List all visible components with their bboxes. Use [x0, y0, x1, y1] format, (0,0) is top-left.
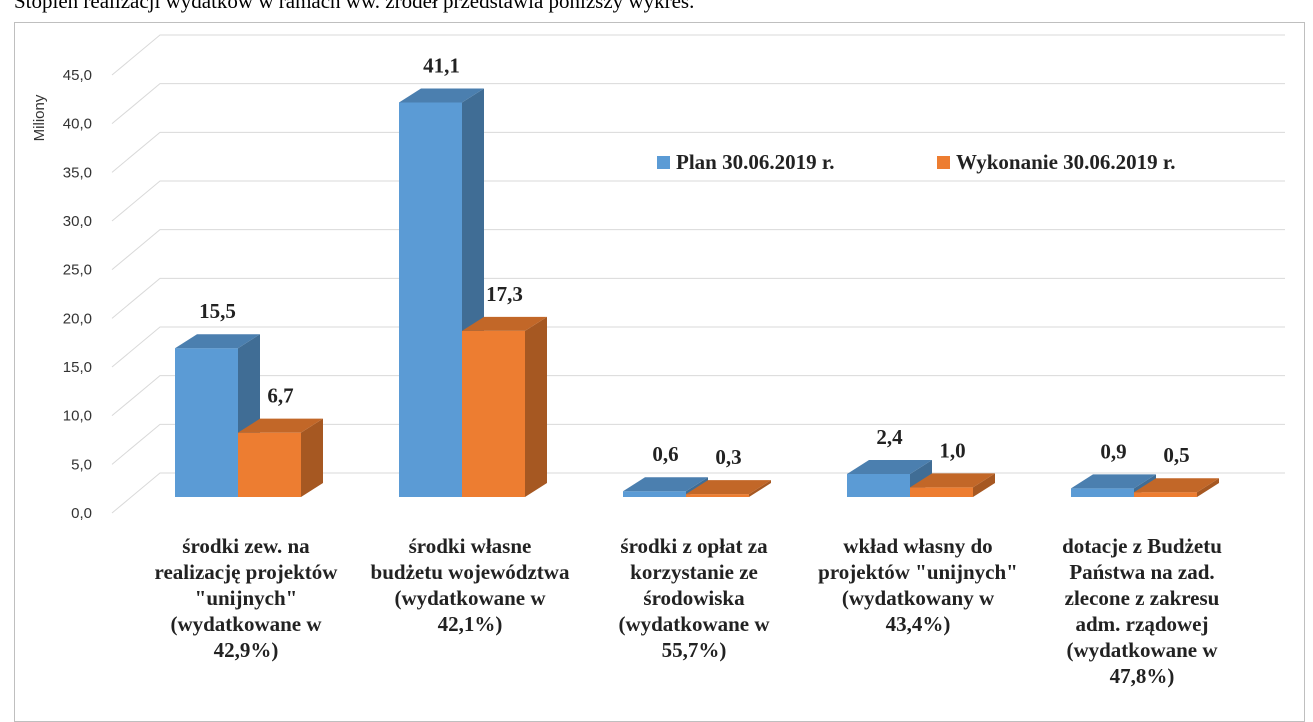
bar-side: [973, 473, 995, 497]
bar: [238, 432, 301, 497]
x-tick-label: środki zew. na realizację projektów "uni…: [154, 534, 338, 662]
x-tick-label: wkład własny do projektów "unijnych" (wy…: [818, 534, 1018, 636]
bar-top: [623, 477, 708, 492]
bar-top: [847, 459, 932, 474]
legend-swatch: [657, 156, 670, 169]
y-tick-label: 5,0: [71, 456, 92, 473]
bar-top: [399, 88, 484, 103]
bar: [910, 487, 973, 497]
bar-side: [301, 418, 323, 497]
y-tick-label: 45,0: [63, 67, 92, 84]
value-label: 0,6: [652, 442, 678, 466]
value-label: 2,4: [876, 425, 903, 449]
legend-swatch: [937, 156, 950, 169]
y-tick-label: 35,0: [63, 164, 92, 181]
bar-top: [1071, 474, 1156, 489]
x-tick-label: dotacje z Budżetu Państwa na zad. zlecon…: [1062, 534, 1222, 688]
bar: [462, 330, 525, 497]
grid-line: [111, 375, 1285, 417]
bar-top: [175, 334, 260, 349]
value-label: 15,5: [199, 299, 236, 323]
value-label: 0,3: [715, 445, 741, 469]
grid-line: [111, 131, 1285, 173]
value-label: 1,0: [939, 438, 965, 462]
x-tick-label: środki z opłat za korzystanie ze środowi…: [618, 534, 770, 662]
y-tick-label: 20,0: [63, 310, 92, 327]
legend-label: Wykonanie 30.06.2019 r.: [956, 150, 1176, 174]
y-tick-label: 15,0: [63, 359, 92, 376]
bar-side: [525, 316, 547, 497]
y-tick-label: 0,0: [71, 505, 92, 522]
y-tick-label: 25,0: [63, 262, 92, 279]
bar-top: [686, 480, 771, 495]
value-label: 17,3: [486, 282, 523, 306]
bar: [1134, 492, 1197, 497]
value-label: 0,5: [1163, 443, 1189, 467]
bar: [399, 102, 462, 497]
value-label: 0,9: [1100, 439, 1126, 463]
grid-line: [111, 423, 1285, 465]
grid-line: [111, 34, 1285, 76]
grid-line: [111, 83, 1285, 125]
value-label: 41,1: [423, 53, 460, 77]
x-tick-label: środki własne budżetu województwa (wydat…: [370, 534, 570, 636]
bar: [175, 348, 238, 497]
bar-top: [1134, 478, 1219, 493]
grid-line: [111, 180, 1285, 222]
y-tick-label: 40,0: [63, 116, 92, 133]
y-tick-label: 30,0: [63, 213, 92, 230]
bar: [847, 473, 910, 497]
grid-line: [111, 229, 1285, 271]
bar-side: [1197, 478, 1219, 497]
value-label: 6,7: [267, 384, 293, 408]
legend-label: Plan 30.06.2019 r.: [676, 150, 834, 174]
grid-line: [111, 277, 1285, 319]
caption: Stopień realizacji wydatków w ramach ww.…: [14, 0, 695, 13]
bar: [686, 494, 749, 497]
bar-top: [462, 316, 547, 331]
bar-side: [749, 480, 771, 497]
y-tick-label: 10,0: [63, 408, 92, 425]
grid-line: [111, 326, 1285, 368]
bar-top: [910, 473, 995, 488]
bar: [1071, 488, 1134, 497]
bar: [623, 491, 686, 497]
bar-top: [238, 418, 323, 433]
y-axis-label: Miliony: [31, 94, 48, 141]
